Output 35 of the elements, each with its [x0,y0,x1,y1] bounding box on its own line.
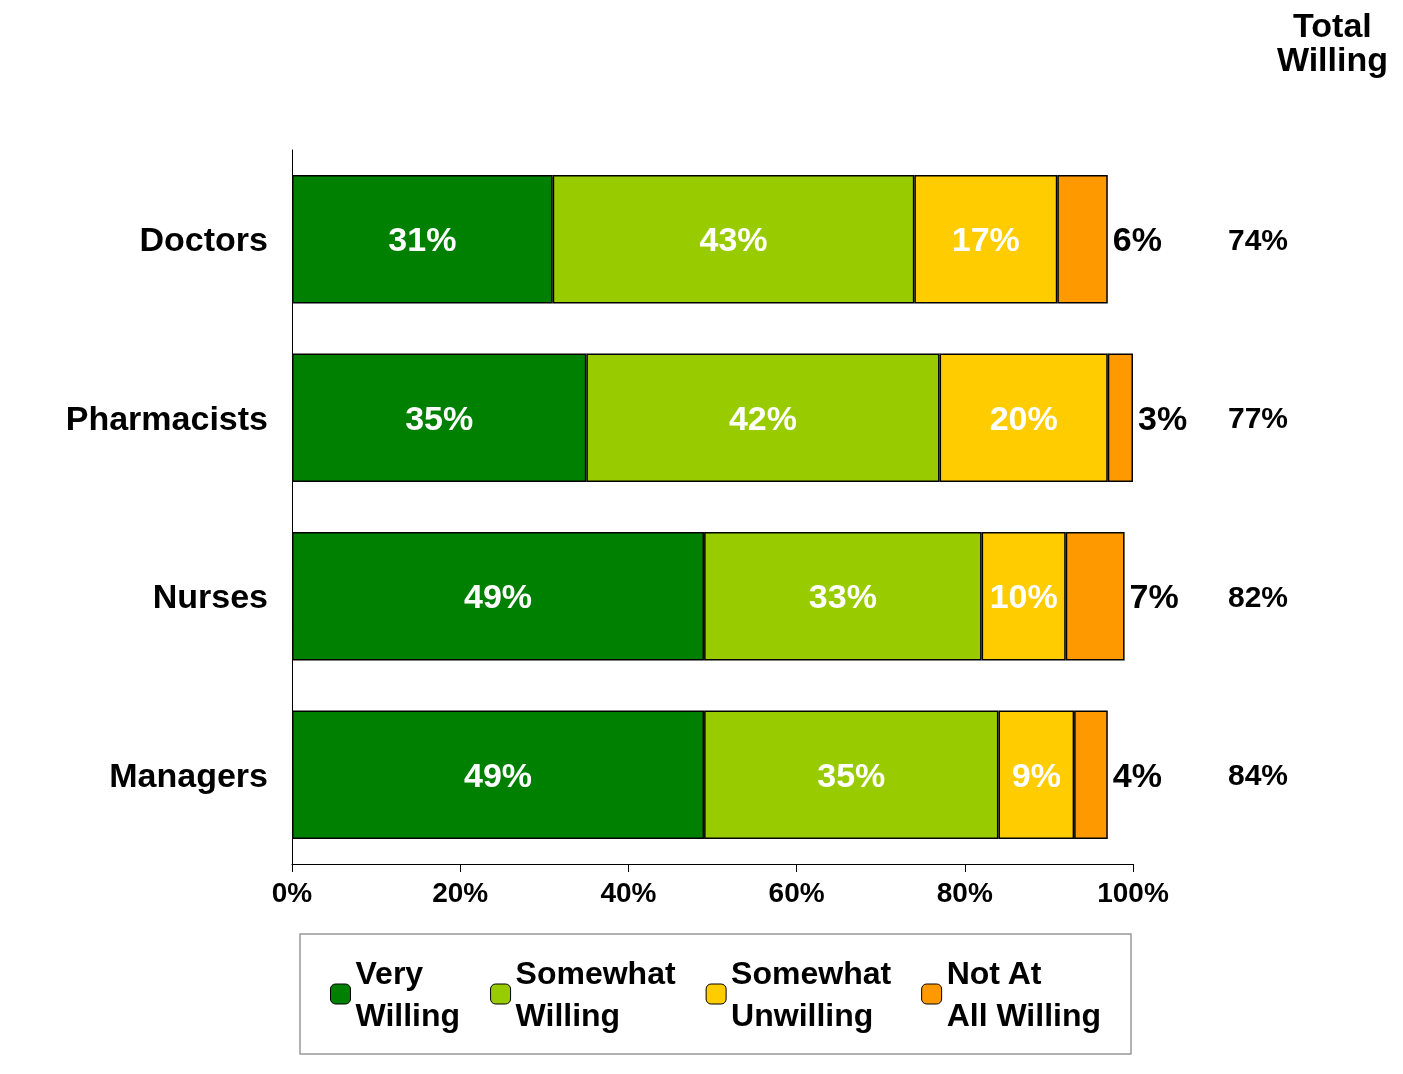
text: 74% [1228,222,1289,256]
text: Total Willing [1276,6,1389,78]
text: 84% [1228,758,1289,792]
x-tick-label: 20% [432,876,489,908]
x-tick-label: 100% [1097,876,1169,908]
data-label: 49% [464,577,533,616]
y-tick-label: Nurses [152,577,268,616]
data-label: 7% [1129,577,1179,616]
data-label: 35% [405,398,474,437]
data-label: 3% [1138,398,1188,437]
data-label: 35% [817,755,886,794]
y-tick-label: Managers [109,755,268,794]
data-label: 42% [728,398,797,437]
y-tick-label: Pharmacists [65,398,268,437]
data-label: 6% [1112,220,1162,259]
legend-label: Somewhat Willing [515,955,676,1033]
legend-label: Very Willing [355,955,461,1033]
data-label: 33% [808,577,877,616]
x-tick-label: 0% [271,876,313,908]
data-label: 10% [989,577,1058,616]
data-label: 9% [1011,755,1061,794]
data-label: 49% [464,755,533,794]
text: 82% [1228,579,1289,613]
x-tick-label: 40% [600,876,657,908]
text: 77% [1228,401,1289,435]
data-label: 31% [388,220,457,259]
legend-label: Somewhat Unwilling [731,955,892,1033]
x-tick-label: 60% [768,876,825,908]
x-tick-label: 80% [936,876,993,908]
data-label: 43% [699,220,768,259]
legend-label: Not At All Willing [946,955,1101,1033]
data-label: 4% [1112,755,1162,794]
data-label: 17% [951,220,1020,259]
y-tick-label: Doctors [139,220,268,259]
data-label: 20% [989,398,1058,437]
